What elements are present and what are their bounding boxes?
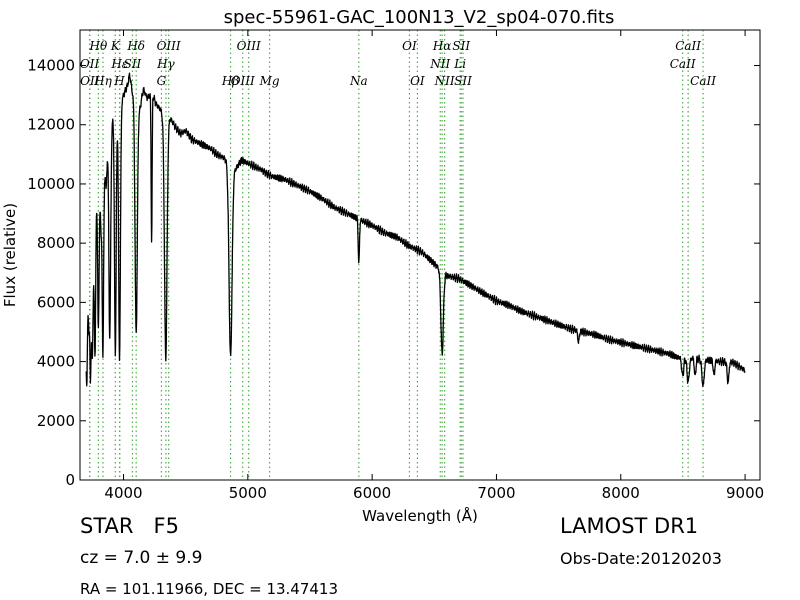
redshift-text: cz = 7.0 ± 9.9 — [80, 548, 203, 568]
spectral-line-label-26: SII — [454, 74, 472, 88]
x-tick-label-4: 8000 — [602, 484, 640, 502]
spectral-line-label-3: OIII — [157, 39, 181, 53]
x-tick-label-0: 4000 — [104, 484, 142, 502]
spectral-line-label-1: K — [110, 39, 121, 53]
y-tick-label-2: 4000 — [37, 353, 75, 371]
spectral-line-label-10: Hε — [110, 57, 128, 71]
y-tick-label-3: 6000 — [37, 293, 75, 311]
spectral-line-label-11: SII — [124, 57, 142, 71]
obs-date: Obs-Date:20120203 — [560, 549, 722, 568]
x-tick-label-1: 5000 — [229, 484, 267, 502]
spectral-line-label-17: Hη — [93, 74, 112, 88]
spectral-line-label-21: OIII — [231, 74, 255, 88]
subclass-label: F5 — [153, 514, 179, 538]
y-tick-label-1: 2000 — [37, 412, 75, 430]
spectral-line-label-12: Hγ — [156, 57, 175, 71]
spectral-line-label-24: OI — [410, 74, 425, 88]
spectrum-line — [85, 72, 746, 388]
x-axis-ticks: 4000 5000 6000 7000 8000 9000 — [104, 30, 764, 502]
spectral-line-label-18: H — [113, 74, 125, 88]
y-axis-ticks: 0 2000 4000 6000 8000 10000 12000 14000 — [27, 57, 760, 489]
spectral-line-label-22: Mg — [259, 74, 280, 88]
spectral-line-label-2: Hδ — [126, 39, 145, 53]
y-tick-label-7: 14000 — [27, 57, 75, 75]
x-tick-label-2: 6000 — [353, 484, 391, 502]
spectral-line-label-9: OII — [80, 57, 100, 71]
spectral-line-label-13: NII — [429, 57, 450, 71]
spectral-line-markers — [88, 30, 704, 480]
plot-frame — [79, 29, 761, 481]
spectral-line-label-23: Na — [349, 74, 368, 88]
spectral-line-label-6: Hα — [432, 39, 452, 53]
object-class: STAR F5 — [80, 514, 179, 538]
y-axis-label: Flux (relative) — [1, 203, 19, 307]
x-tick-label-3: 7000 — [477, 484, 515, 502]
y-tick-label-0: 0 — [65, 471, 75, 489]
chart-title: spec-55961-GAC_100N13_V2_sp04-070.fits — [224, 7, 615, 28]
spectral-line-label-8: CaII — [675, 39, 701, 53]
spectral-line-label-27: CaII — [690, 74, 716, 88]
spectral-line-label-0: Hθ — [89, 39, 108, 53]
spectral-line-label-20: Hβ — [221, 74, 239, 88]
class-label: STAR — [80, 514, 134, 538]
spectral-line-label-16: OII — [80, 74, 100, 88]
spectral-line-label-15: CaII — [670, 57, 696, 71]
spectral-line-label-19: G — [157, 74, 167, 88]
spectral-line-label-25: NII — [434, 74, 455, 88]
x-tick-label-5: 9000 — [726, 484, 764, 502]
spectral-line-label-14: Li — [453, 57, 466, 71]
spectral-line-label-7: SII — [452, 39, 470, 53]
survey-name: LAMOST DR1 — [560, 514, 699, 538]
x-axis-label: Wavelength (Å) — [362, 506, 478, 525]
coordinates: RA = 101.11966, DEC = 13.47413 — [80, 580, 339, 598]
y-tick-label-5: 10000 — [27, 175, 75, 193]
spectral-line-label-5: OI — [402, 39, 417, 53]
y-tick-label-4: 8000 — [37, 234, 75, 252]
spectral-line-label-4: OIII — [237, 39, 261, 53]
y-tick-label-6: 12000 — [27, 116, 75, 134]
